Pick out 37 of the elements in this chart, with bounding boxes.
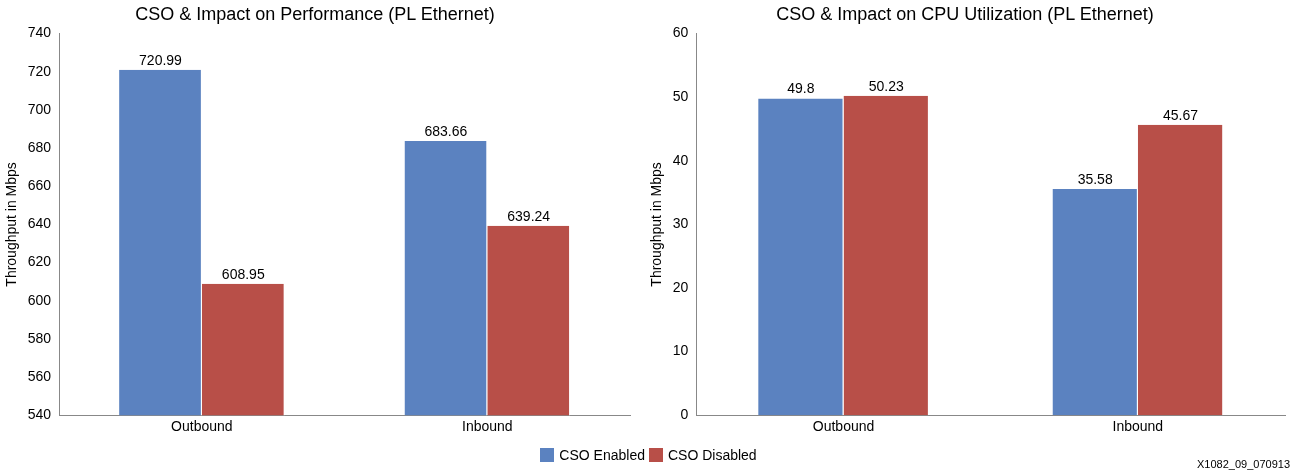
legend-label: CSO Enabled <box>559 447 645 463</box>
y-tick-label: 640 <box>27 215 52 232</box>
x-tick-label: Outbound <box>171 418 233 435</box>
legend-label: CSO Disabled <box>667 447 757 463</box>
data-label: 608.95 <box>221 265 265 282</box>
y-tick-label: 580 <box>27 329 52 346</box>
y-tick-label: 560 <box>27 367 52 384</box>
data-label: 49.8 <box>787 80 815 97</box>
y-tick-label: 0 <box>680 406 689 423</box>
data-label: 35.58 <box>1077 170 1113 187</box>
y-tick-label: 720 <box>27 62 52 79</box>
data-label: 45.67 <box>1163 106 1199 123</box>
text: X1082_09_070913 <box>1197 458 1290 470</box>
y-tick-label: 740 <box>27 24 52 41</box>
y-tick-label: 20 <box>672 278 689 295</box>
y-tick-label: 540 <box>27 406 52 423</box>
y-tick-label: 660 <box>27 177 52 194</box>
data-label: 720.99 <box>139 51 183 68</box>
y-tick-label: 60 <box>672 24 689 41</box>
data-label: 50.23 <box>868 77 904 94</box>
data-label: 639.24 <box>507 207 551 224</box>
y-tick-label: 30 <box>672 215 689 232</box>
chart-title: CSO & Impact on CPU Utilization (PL Ethernet) <box>776 3 1154 24</box>
y-axis-title: Throughput in Mbps <box>3 162 20 287</box>
y-tick-label: 680 <box>27 138 52 155</box>
x-tick-label: Outbound <box>812 418 875 435</box>
y-tick-label: 700 <box>27 100 52 117</box>
x-tick-label: Inbound <box>461 418 513 435</box>
chart-title: CSO & Impact on Performance (PL Ethernet) <box>135 3 495 24</box>
y-tick-label: 10 <box>672 342 689 359</box>
x-tick-label: Inbound <box>1112 418 1164 435</box>
y-tick-label: 620 <box>27 253 52 270</box>
y-tick-label: 50 <box>672 88 689 105</box>
y-tick-label: 40 <box>672 151 689 168</box>
y-tick-label: 600 <box>27 291 52 308</box>
y-axis-title: Throughput in Mbps <box>648 162 665 287</box>
data-label: 683.66 <box>424 122 468 139</box>
